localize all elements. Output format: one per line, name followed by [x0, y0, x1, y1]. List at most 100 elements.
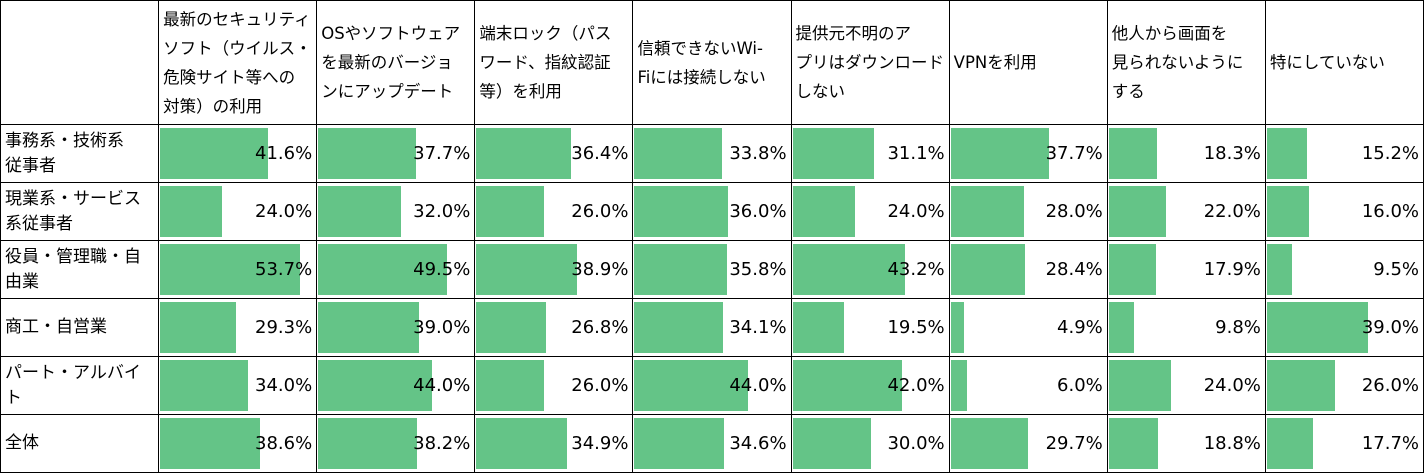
value-bar	[160, 360, 249, 411]
value-bar	[318, 244, 448, 295]
data-cell: 33.8%	[632, 124, 792, 183]
value-label: 36.4%	[571, 143, 629, 164]
value-label: 17.7%	[1361, 433, 1419, 454]
value-label: 43.2%	[887, 259, 945, 280]
value-bar	[1266, 186, 1309, 237]
data-cell: 34.1%	[632, 298, 792, 357]
column-header: 信頼できないWi- Fiには接続しない	[632, 0, 792, 125]
value-bar	[318, 302, 420, 353]
value-bar	[634, 186, 729, 237]
value-label: 34.6%	[729, 433, 787, 454]
value-bar	[476, 128, 572, 179]
table-row: 商工・自営業 29.3% 39.0% 26.8% 34.1% 19.5% 4.9% 9.8% 3…	[0, 298, 1425, 357]
column-header-label: OSやソフトウェア を最新のバージョ ンにアップデート	[321, 24, 461, 101]
data-cell: 37.7%	[948, 124, 1108, 183]
value-label: 18.8%	[1203, 433, 1261, 454]
row-header-label: パート・アルバイト	[5, 362, 141, 408]
value-label: 33.8%	[729, 143, 787, 164]
value-bar	[318, 186, 402, 237]
value-bar	[160, 128, 269, 179]
column-header-label: 他人から画面を 見られないように する	[1111, 24, 1244, 101]
value-bar	[476, 302, 547, 353]
value-label: 35.8%	[729, 259, 787, 280]
value-label: 36.0%	[729, 201, 787, 222]
data-cell: 41.6%	[158, 124, 318, 183]
data-cell: 4.9%	[948, 298, 1108, 357]
value-bar	[1108, 302, 1134, 353]
value-bar	[634, 244, 728, 295]
row-header: 役員・管理職・自 由業	[0, 240, 160, 299]
value-label: 30.0%	[887, 433, 945, 454]
value-label: 9.5%	[1373, 259, 1419, 280]
row-header: 事務系・技術系 従事者	[0, 124, 160, 183]
value-label: 24.0%	[1203, 375, 1261, 396]
value-label: 15.2%	[1361, 143, 1419, 164]
data-cell: 24.0%	[790, 182, 950, 241]
value-label: 31.1%	[887, 143, 945, 164]
value-label: 6.0%	[1057, 375, 1103, 396]
value-label: 26.0%	[571, 375, 629, 396]
value-bar	[950, 302, 964, 353]
data-cell: 6.0%	[948, 356, 1108, 415]
data-cell: 17.9%	[1106, 240, 1266, 299]
value-bar	[792, 302, 844, 353]
data-cell: 38.9%	[474, 240, 634, 299]
data-cell: 36.0%	[632, 182, 792, 241]
value-label: 37.7%	[413, 143, 471, 164]
value-label: 24.0%	[887, 201, 945, 222]
row-header-label: 全体	[5, 433, 39, 453]
value-bar	[634, 418, 725, 469]
table-body: 事務系・技術系 従事者 41.6% 37.7% 36.4% 33.8% 31.1% 37.7…	[0, 124, 1425, 473]
value-label: 28.0%	[1045, 201, 1103, 222]
data-cell: 34.0%	[158, 356, 318, 415]
value-label: 17.9%	[1203, 259, 1261, 280]
value-bar	[318, 128, 417, 179]
data-cell: 53.7%	[158, 240, 318, 299]
value-label: 44.0%	[729, 375, 787, 396]
row-header: 現業系・サービス 系従事者	[0, 182, 160, 241]
value-bar	[1108, 128, 1157, 179]
value-bar	[476, 186, 545, 237]
column-header: 他人から画面を 見られないように する	[1106, 0, 1266, 125]
value-bar	[950, 418, 1028, 469]
value-bar	[634, 360, 749, 411]
row-header-label: 商工・自営業	[5, 317, 107, 337]
value-label: 4.9%	[1057, 317, 1103, 338]
data-cell: 32.0%	[316, 182, 476, 241]
value-label: 38.2%	[413, 433, 471, 454]
value-label: 34.0%	[255, 375, 313, 396]
data-cell: 26.0%	[474, 182, 634, 241]
value-bar	[950, 244, 1025, 295]
data-cell: 44.0%	[632, 356, 792, 415]
data-cell: 26.0%	[1264, 356, 1425, 415]
data-cell: 49.5%	[316, 240, 476, 299]
data-cell: 18.3%	[1106, 124, 1266, 183]
column-header: VPNを利用	[948, 0, 1108, 125]
table-row: 事務系・技術系 従事者 41.6% 37.7% 36.4% 33.8% 31.1% 37.7…	[0, 124, 1425, 183]
column-header: OSやソフトウェア を最新のバージョ ンにアップデート	[316, 0, 476, 125]
value-bar	[160, 244, 301, 295]
column-header: 特にしていない	[1264, 0, 1425, 125]
value-bar	[160, 418, 261, 469]
data-cell: 18.8%	[1106, 414, 1266, 473]
value-label: 24.0%	[255, 201, 313, 222]
data-cell: 26.8%	[474, 298, 634, 357]
row-header-label: 現業系・サービス 系従事者	[5, 188, 141, 234]
data-cell: 38.6%	[158, 414, 318, 473]
value-label: 53.7%	[255, 259, 313, 280]
value-bar	[476, 418, 568, 469]
value-label: 39.0%	[1361, 317, 1419, 338]
data-cell: 44.0%	[316, 356, 476, 415]
data-cell: 28.0%	[948, 182, 1108, 241]
row-header-label: 事務系・技術系 従事者	[5, 130, 124, 176]
table-row: パート・アルバイト 34.0% 44.0% 26.0% 44.0% 42.0% 6.0% 24…	[0, 356, 1425, 415]
value-bar	[950, 360, 967, 411]
value-label: 28.4%	[1045, 259, 1103, 280]
header-row: 最新のセキュリティ ソフト（ウイルス・ 危険サイト等への 対策）の利用 OSやソ…	[0, 0, 1425, 125]
value-bar	[792, 128, 874, 179]
table-row: 役員・管理職・自 由業 53.7% 49.5% 38.9% 35.8% 43.2% 28.4…	[0, 240, 1425, 299]
value-label: 26.0%	[1361, 375, 1419, 396]
data-cell: 39.0%	[316, 298, 476, 357]
row-header: パート・アルバイト	[0, 356, 160, 415]
